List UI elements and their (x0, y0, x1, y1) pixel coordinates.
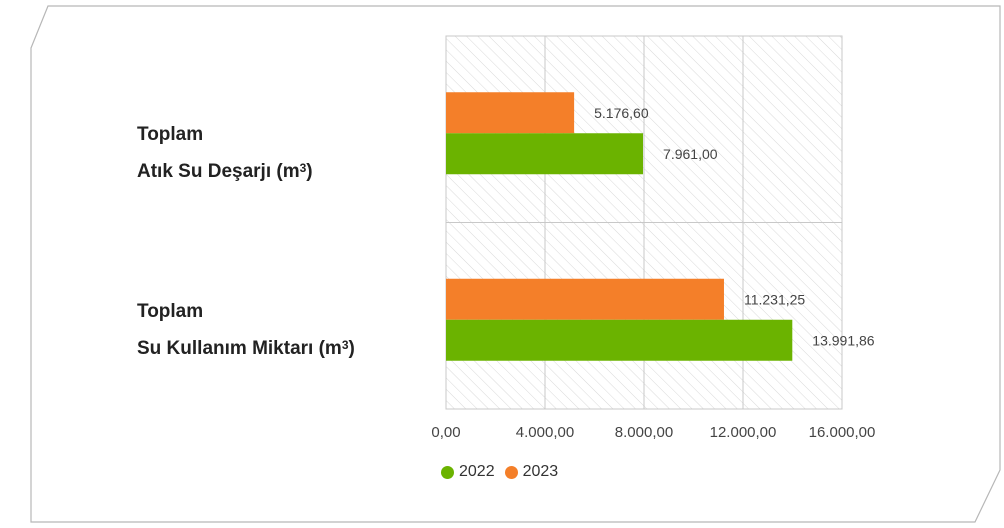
category-label-1-line1: Toplam (137, 301, 204, 322)
bar-2022-cat0 (446, 133, 644, 175)
data-label-2022-cat1: 13.991,86 (812, 332, 874, 348)
bar-2023-cat0 (446, 92, 575, 134)
category-label-0-line2: Atık Su Deşarjı (m3) (137, 161, 313, 182)
legend-item-2022: 2022 (441, 463, 495, 481)
x-tick-label-1: 4.000,00 (516, 424, 574, 441)
data-label-2023-cat1: 11.231,25 (744, 291, 805, 307)
legend-label-2022: 2022 (459, 463, 495, 480)
x-tick-label-0: 0,00 (431, 424, 460, 441)
x-tick-label-2: 8.000,00 (615, 424, 673, 441)
category-label-0: Toplam Atık Su Deşarjı (m3) (137, 116, 313, 190)
data-label-2022-cat0: 7.961,00 (663, 146, 718, 162)
bar-2022-cat1 (446, 319, 793, 361)
data-label-2023-cat0: 5.176,60 (594, 105, 649, 121)
legend-swatch-2023 (504, 465, 518, 479)
legend-swatch-2022 (441, 465, 454, 479)
legend-label-2023: 2023 (522, 463, 559, 480)
x-tick-label-3: 12.000,00 (710, 424, 777, 441)
category-label-1: Toplam Su Kullanım Miktarı (m3) (137, 293, 355, 367)
category-label-1-line2: Su Kullanım Miktarı (m3) (137, 338, 355, 359)
legend-item-2023: 2023 (504, 463, 559, 481)
category-label-0-line1: Toplam (137, 124, 204, 145)
legend: 2022 2023 (441, 463, 568, 481)
bar-2023-cat1 (446, 278, 724, 320)
x-tick-label-4: 16.000,00 (809, 424, 876, 441)
